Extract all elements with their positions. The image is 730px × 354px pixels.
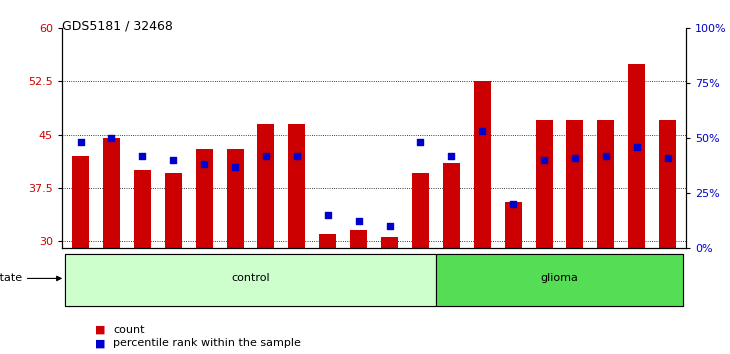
Point bbox=[631, 144, 642, 150]
Point bbox=[600, 153, 612, 159]
Bar bbox=[474, 81, 491, 248]
Point bbox=[477, 129, 488, 134]
Point bbox=[384, 223, 396, 229]
Point bbox=[137, 153, 148, 159]
Bar bbox=[443, 163, 460, 248]
Text: control: control bbox=[231, 273, 270, 284]
Bar bbox=[134, 170, 151, 248]
Bar bbox=[319, 234, 337, 248]
Point bbox=[507, 201, 519, 207]
Bar bbox=[412, 173, 429, 248]
Bar bbox=[381, 237, 398, 248]
Point bbox=[260, 153, 272, 159]
Point bbox=[199, 161, 210, 167]
Point bbox=[569, 155, 581, 161]
Point bbox=[538, 157, 550, 163]
Point bbox=[322, 212, 334, 218]
Bar bbox=[226, 149, 244, 248]
Bar bbox=[597, 120, 615, 248]
Bar bbox=[629, 64, 645, 248]
Text: ■: ■ bbox=[95, 325, 105, 335]
Point bbox=[74, 139, 86, 145]
Text: ■: ■ bbox=[95, 338, 105, 348]
Text: count: count bbox=[113, 325, 145, 335]
Point bbox=[415, 139, 426, 145]
Bar bbox=[165, 173, 182, 248]
Bar bbox=[65, 254, 436, 306]
Point bbox=[167, 157, 179, 163]
Bar bbox=[196, 149, 212, 248]
Text: disease state: disease state bbox=[0, 273, 61, 284]
Text: glioma: glioma bbox=[541, 273, 578, 284]
Bar bbox=[72, 156, 89, 248]
Bar bbox=[103, 138, 120, 248]
Point bbox=[445, 153, 457, 159]
Text: percentile rank within the sample: percentile rank within the sample bbox=[113, 338, 301, 348]
Bar bbox=[536, 120, 553, 248]
Point bbox=[229, 164, 241, 170]
Bar bbox=[504, 202, 522, 248]
Point bbox=[353, 219, 364, 224]
Bar bbox=[65, 254, 683, 306]
Point bbox=[662, 155, 674, 161]
Text: GDS5181 / 32468: GDS5181 / 32468 bbox=[62, 19, 173, 33]
Bar bbox=[288, 124, 305, 248]
Bar bbox=[350, 230, 367, 248]
Bar bbox=[436, 254, 683, 306]
Point bbox=[106, 135, 118, 141]
Bar bbox=[566, 120, 583, 248]
Bar bbox=[659, 120, 676, 248]
Point bbox=[291, 153, 303, 159]
Bar bbox=[258, 124, 274, 248]
